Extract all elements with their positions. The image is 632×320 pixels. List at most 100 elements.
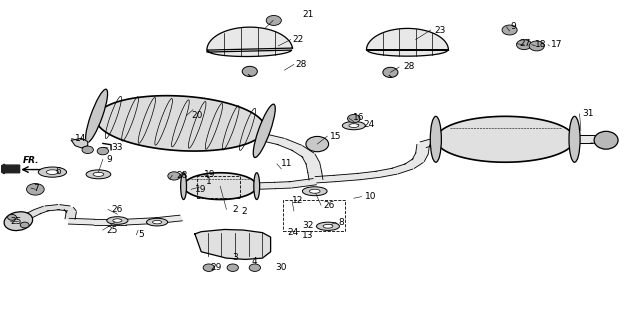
Polygon shape [412, 153, 428, 162]
Text: 28: 28 [403, 62, 415, 71]
Text: FR.: FR. [23, 156, 39, 165]
Ellipse shape [242, 66, 257, 76]
Text: 16: 16 [353, 114, 364, 123]
Ellipse shape [181, 173, 186, 199]
Ellipse shape [93, 172, 104, 176]
Polygon shape [315, 175, 336, 183]
Polygon shape [195, 229, 270, 260]
Polygon shape [391, 164, 413, 174]
Ellipse shape [46, 170, 58, 174]
Text: 24: 24 [288, 228, 299, 237]
Ellipse shape [349, 124, 359, 127]
Text: 5: 5 [138, 230, 144, 239]
Ellipse shape [310, 189, 320, 193]
Ellipse shape [97, 147, 109, 155]
Text: 10: 10 [365, 192, 377, 201]
Polygon shape [301, 154, 320, 164]
Text: 25: 25 [10, 217, 21, 226]
Polygon shape [207, 27, 293, 57]
Text: 28: 28 [296, 60, 307, 69]
Polygon shape [96, 96, 265, 151]
Polygon shape [289, 179, 317, 188]
Text: 15: 15 [330, 132, 341, 140]
Ellipse shape [502, 25, 517, 35]
Text: 29: 29 [210, 263, 221, 272]
Ellipse shape [227, 264, 238, 271]
Ellipse shape [516, 40, 532, 50]
Ellipse shape [343, 122, 365, 130]
Polygon shape [358, 171, 379, 180]
Polygon shape [15, 215, 31, 223]
Ellipse shape [82, 146, 94, 154]
Ellipse shape [107, 217, 128, 224]
Polygon shape [58, 205, 70, 211]
Text: 23: 23 [435, 26, 446, 35]
Ellipse shape [85, 89, 107, 143]
Ellipse shape [4, 212, 33, 231]
Polygon shape [416, 144, 430, 154]
Text: 27: 27 [519, 39, 530, 48]
Ellipse shape [20, 222, 29, 228]
Text: 33: 33 [111, 143, 123, 152]
Text: 6: 6 [56, 167, 61, 176]
Text: 14: 14 [75, 134, 87, 143]
Polygon shape [367, 28, 449, 56]
Ellipse shape [253, 104, 276, 157]
Polygon shape [308, 172, 323, 180]
Ellipse shape [348, 115, 360, 123]
Ellipse shape [152, 220, 162, 224]
Text: 7: 7 [33, 184, 39, 193]
Text: 3: 3 [233, 253, 238, 262]
Polygon shape [436, 116, 574, 162]
Polygon shape [65, 212, 76, 219]
Ellipse shape [168, 172, 180, 180]
Polygon shape [274, 182, 291, 189]
Ellipse shape [317, 222, 339, 230]
Text: 20: 20 [191, 111, 202, 120]
Polygon shape [183, 173, 257, 199]
Polygon shape [574, 135, 592, 143]
Ellipse shape [254, 173, 260, 199]
Ellipse shape [249, 264, 260, 271]
Ellipse shape [529, 41, 544, 51]
Polygon shape [64, 207, 76, 212]
Text: 1: 1 [205, 177, 211, 186]
Text: 21: 21 [302, 10, 313, 19]
Polygon shape [68, 218, 94, 225]
Text: 13: 13 [302, 231, 313, 240]
Text: 22: 22 [292, 35, 303, 44]
FancyArrow shape [0, 164, 20, 174]
Ellipse shape [306, 136, 329, 152]
Text: 2: 2 [241, 207, 247, 216]
Text: 24: 24 [363, 120, 375, 129]
Polygon shape [420, 139, 437, 148]
Polygon shape [156, 215, 182, 223]
Polygon shape [260, 134, 284, 145]
Ellipse shape [203, 264, 214, 271]
Ellipse shape [302, 187, 327, 196]
Ellipse shape [323, 224, 333, 228]
Text: 26: 26 [111, 205, 123, 214]
Ellipse shape [569, 116, 580, 162]
Ellipse shape [27, 183, 44, 195]
Text: 19: 19 [204, 170, 216, 179]
Ellipse shape [383, 67, 398, 77]
Text: 28: 28 [176, 171, 187, 180]
Polygon shape [71, 138, 88, 148]
Text: 19: 19 [195, 185, 207, 194]
Polygon shape [334, 173, 360, 182]
Ellipse shape [39, 167, 66, 177]
Bar [197, 176, 240, 197]
Polygon shape [291, 146, 314, 157]
Polygon shape [125, 218, 157, 225]
Ellipse shape [147, 218, 167, 226]
Text: 30: 30 [275, 263, 286, 272]
Text: 18: 18 [535, 40, 547, 49]
Polygon shape [94, 219, 126, 225]
Polygon shape [375, 168, 397, 177]
Ellipse shape [113, 219, 122, 222]
Text: 12: 12 [292, 196, 303, 205]
Ellipse shape [430, 116, 441, 162]
Polygon shape [591, 135, 606, 144]
Text: 11: 11 [281, 159, 293, 168]
